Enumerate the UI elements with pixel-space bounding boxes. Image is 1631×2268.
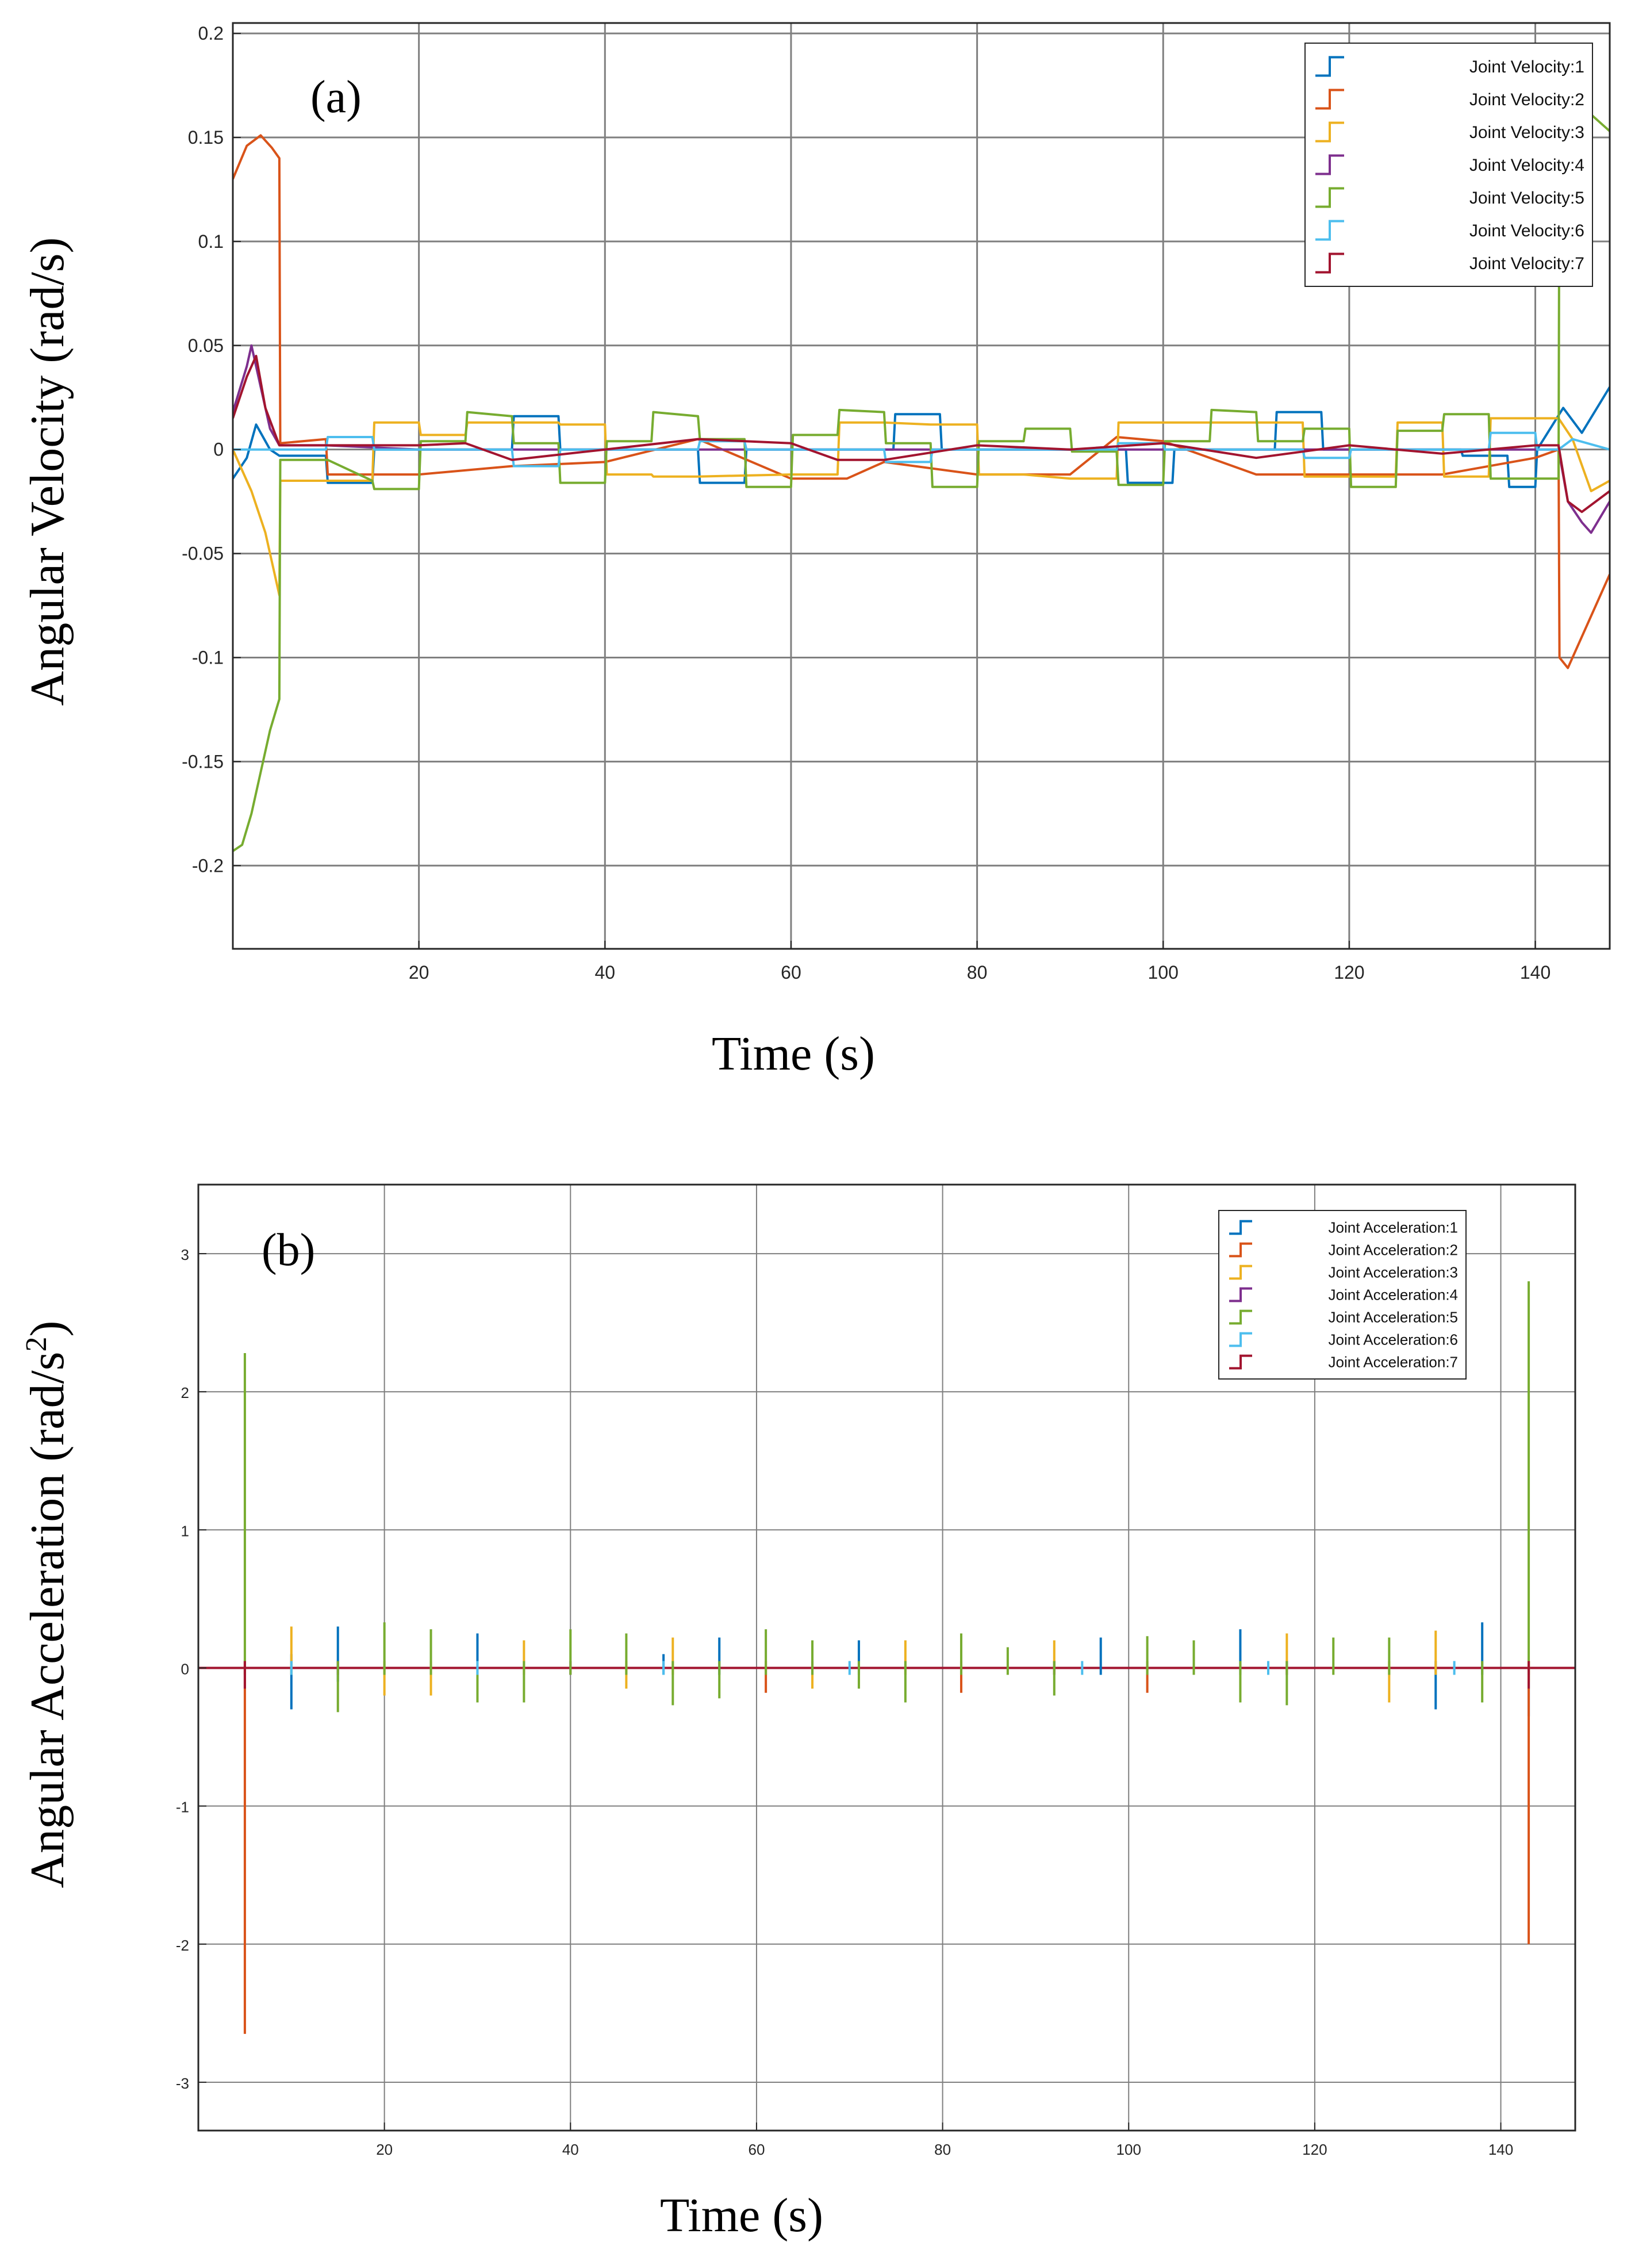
acceleration-series-group [198, 1281, 1575, 2034]
legend-box [1304, 43, 1593, 287]
y-tick-label: 0.1 [198, 231, 224, 252]
legend-swatch-joint-acceleration-1 [1229, 1220, 1252, 1235]
series-clip [233, 105, 1610, 852]
legend-label-joint-acceleration-3: Joint Acceleration:3 [1329, 1264, 1458, 1281]
legend-label-joint-velocity-7: Joint Velocity:7 [1469, 254, 1584, 273]
series-joint-velocity-1 [233, 386, 1610, 488]
x-tick-label: 40 [562, 2141, 579, 2158]
panel-b-tag: (b) [262, 1225, 315, 1275]
series-joint-velocity-5 [233, 105, 1610, 852]
x-tick-label: 20 [376, 2141, 393, 2158]
acceleration-y-ticks: 3 2 1 0 -1 -2 -3 [176, 1246, 206, 2092]
legend-swatch-joint-acceleration-6 [1229, 1332, 1252, 1347]
series-joint-acceleration-7 [243, 1661, 1530, 1689]
legend-swatch-joint-acceleration-2 [1229, 1242, 1252, 1258]
x-tick-label: 80 [967, 962, 988, 983]
acceleration-chart: 20 40 60 80 100 120 140 3 2 1 0 -1 -2 -3 Joint Accel… [20, 1183, 1576, 2242]
velocity-x-ticks: 20 40 60 80 100 120 140 [409, 941, 1551, 983]
y-tick-label: -3 [176, 2075, 189, 2092]
x-tick-label: 120 [1334, 962, 1364, 983]
y-tick-label: -0.15 [182, 751, 224, 772]
y-tick-label: 0.15 [188, 127, 224, 148]
y-tick-label: 0 [213, 439, 224, 460]
panel-a-tag: (a) [310, 72, 362, 122]
legend-swatch-joint-velocity-1 [1315, 56, 1344, 77]
y-tick-label: 0 [181, 1661, 189, 1678]
series-joint-velocity-7 [233, 354, 1610, 514]
velocity-y-ticks: 0.2 0.15 0.1 0.05 0 -0.05 -0.1 -0.15 -0.2 [182, 23, 241, 876]
legend-swatch-joint-velocity-7 [1315, 252, 1344, 274]
legend-label-joint-velocity-2: Joint Velocity:2 [1469, 90, 1584, 109]
legend-label-joint-velocity-3: Joint Velocity:3 [1469, 123, 1584, 142]
y-tick-label: -0.05 [182, 543, 224, 564]
legend-label-joint-acceleration-7: Joint Acceleration:7 [1329, 1354, 1458, 1371]
legend-swatch-joint-acceleration-7 [1229, 1354, 1252, 1370]
acceleration-y-axis-label: Angular Acceleration (rad/s2) [20, 1321, 74, 1888]
x-tick-label: 140 [1520, 962, 1551, 983]
x-tick-label: 120 [1302, 2141, 1327, 2158]
legend-swatch-joint-velocity-3 [1315, 121, 1344, 143]
legend-swatch-joint-velocity-2 [1315, 89, 1344, 110]
acceleration-x-ticks: 20 40 60 80 100 120 140 [376, 2123, 1513, 2158]
x-tick-label: 100 [1148, 962, 1179, 983]
y-tick-label: 1 [181, 1522, 189, 1539]
y-tick-label: -0.2 [192, 855, 224, 876]
legend-swatch-joint-acceleration-4 [1229, 1287, 1252, 1302]
velocity-legend: Joint Velocity:1 Joint Velocity:2 Joint Ve… [1304, 43, 1593, 287]
series-clip [198, 1281, 1575, 2034]
y-tick-label: 0.2 [198, 23, 224, 44]
legend-swatch-joint-acceleration-3 [1229, 1265, 1252, 1280]
legend-box [1218, 1210, 1467, 1380]
y-tick-label: 3 [181, 1246, 189, 1263]
velocity-y-axis-label: Angular Velocity (rad/s) [21, 237, 74, 706]
y-tick-label: -2 [176, 1937, 189, 1954]
legend-label-joint-acceleration-1: Joint Acceleration:1 [1329, 1219, 1458, 1236]
y-tick-label: -1 [176, 1799, 189, 1816]
legend-swatch-joint-acceleration-5 [1229, 1309, 1252, 1325]
legend-label-joint-velocity-6: Joint Velocity:6 [1469, 221, 1584, 240]
acceleration-legend: Joint Acceleration:1 Joint Acceleration:2… [1218, 1210, 1467, 1380]
x-tick-label: 100 [1116, 2141, 1141, 2158]
y-tick-label: -0.1 [192, 647, 224, 668]
acceleration-y-axis-label-main: Angular Acceleration (rad/s [21, 1352, 74, 1888]
y-tick-label: 2 [181, 1384, 189, 1401]
x-tick-label: 60 [781, 962, 801, 983]
legend-label-joint-acceleration-4: Joint Acceleration:4 [1329, 1286, 1458, 1304]
x-tick-label: 40 [595, 962, 616, 983]
legend-swatch-joint-velocity-4 [1315, 154, 1344, 175]
x-tick-label: 80 [934, 2141, 951, 2158]
legend-label-joint-acceleration-5: Joint Acceleration:5 [1329, 1309, 1458, 1326]
acceleration-y-axis-label-close: ) [21, 1321, 74, 1337]
x-tick-label: 20 [409, 962, 429, 983]
legend-label-joint-acceleration-2: Joint Acceleration:2 [1329, 1242, 1458, 1259]
velocity-plot-border [232, 22, 1611, 950]
legend-label-joint-acceleration-6: Joint Acceleration:6 [1329, 1331, 1458, 1348]
legend-swatch-joint-velocity-6 [1315, 220, 1344, 241]
acceleration-x-axis-label: Time (s) [660, 2189, 823, 2242]
velocity-x-axis-label: Time (s) [712, 1027, 875, 1081]
acceleration-y-axis-label-sup: 2 [20, 1337, 53, 1352]
legend-swatch-joint-velocity-5 [1315, 187, 1344, 208]
acceleration-plot-border [197, 1183, 1576, 2132]
x-tick-label: 140 [1488, 2141, 1513, 2158]
legend-label-joint-velocity-4: Joint Velocity:4 [1469, 156, 1584, 175]
legend-label-joint-velocity-5: Joint Velocity:5 [1469, 189, 1584, 208]
x-tick-label: 60 [748, 2141, 765, 2158]
series-joint-velocity-6 [233, 431, 1610, 468]
y-tick-label: 0.05 [188, 335, 224, 356]
series-joint-acceleration-5 [243, 1281, 1530, 1713]
series-joint-acceleration-6 [290, 1661, 1456, 1675]
legend-label-joint-velocity-1: Joint Velocity:1 [1469, 58, 1584, 76]
velocity-series-group [233, 105, 1610, 852]
velocity-chart: 20 40 60 80 100 120 140 0.2 0.15 0.1 0.05 0 -0.05 -0… [21, 22, 1611, 1081]
